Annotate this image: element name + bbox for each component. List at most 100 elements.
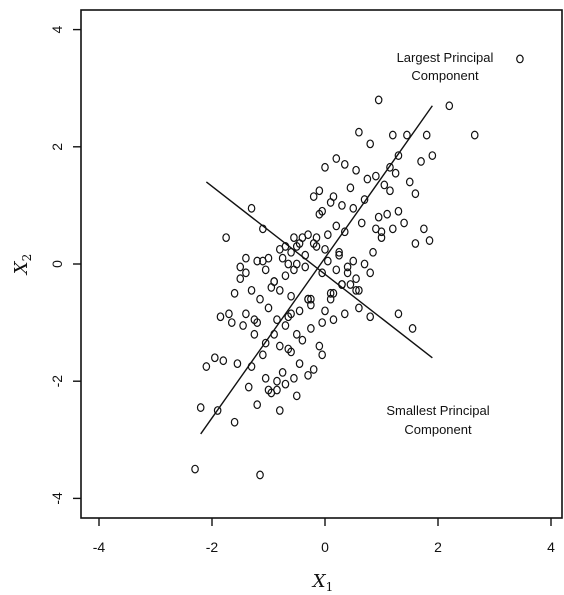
data-point (373, 172, 379, 180)
data-point (375, 213, 381, 221)
data-point (296, 307, 302, 315)
data-point (231, 418, 237, 426)
data-point (325, 231, 331, 239)
data-point (322, 164, 328, 172)
data-point (367, 140, 373, 148)
x-axis-label-subscript: 1 (326, 580, 334, 594)
data-point (265, 254, 271, 262)
data-point (302, 251, 308, 259)
data-point (316, 187, 322, 195)
data-point (243, 254, 249, 262)
data-point (429, 152, 435, 160)
y-tick-label: 4 (49, 25, 65, 33)
data-point (240, 322, 246, 330)
annotation-smallest-line-1: Smallest Principal (386, 403, 489, 418)
y-tick-label: 0 (49, 260, 65, 268)
annotation-smallest-component: Smallest Principal Component (386, 403, 489, 437)
data-point (426, 237, 432, 245)
data-point (347, 184, 353, 192)
data-point (353, 275, 359, 283)
data-point (384, 210, 390, 218)
y-axis-label-subscript: 2 (20, 254, 34, 262)
y-tick-label: -4 (49, 492, 65, 505)
data-point (198, 404, 204, 412)
x-axis-ticks: -4 -2 0 2 4 (93, 518, 555, 555)
data-point (412, 190, 418, 198)
data-point (381, 181, 387, 189)
data-point (339, 202, 345, 210)
data-point (271, 331, 277, 339)
data-point (243, 269, 249, 277)
data-point (229, 319, 235, 327)
data-point (254, 401, 260, 409)
data-point (401, 219, 407, 227)
data-point (390, 131, 396, 139)
y-axis-label-letter: X (11, 260, 32, 276)
x-tick-label: 2 (434, 539, 442, 555)
annotation-largest-line-1: Largest Principal (397, 50, 494, 65)
data-point (223, 234, 229, 242)
data-point (333, 155, 339, 163)
x-axis-label-letter: X (311, 571, 327, 592)
data-point (325, 257, 331, 265)
data-point (217, 313, 223, 321)
data-point (308, 325, 314, 333)
data-point (251, 331, 257, 339)
data-point (277, 342, 283, 350)
data-point (262, 339, 268, 347)
data-point (291, 234, 297, 242)
data-point (359, 219, 365, 227)
data-point (333, 266, 339, 274)
data-point (390, 225, 396, 233)
data-point (279, 369, 285, 377)
data-point (246, 383, 252, 391)
y-axis-label: X2 (11, 254, 34, 276)
data-point (262, 266, 268, 274)
data-point (305, 372, 311, 380)
data-point (316, 342, 322, 350)
data-point (274, 316, 280, 324)
data-point (472, 131, 478, 139)
data-point (373, 225, 379, 233)
data-point (327, 199, 333, 207)
data-point (257, 471, 263, 479)
data-point (361, 260, 367, 268)
data-point (299, 234, 305, 242)
x-axis-label: X1 (311, 571, 333, 594)
data-point (517, 55, 523, 63)
data-point (282, 272, 288, 280)
data-point (243, 310, 249, 318)
data-point (274, 377, 280, 385)
data-point (265, 304, 271, 312)
data-point (231, 290, 237, 298)
data-point (404, 131, 410, 139)
data-point (237, 275, 243, 283)
data-point (322, 246, 328, 254)
x-tick-label: -2 (206, 539, 219, 555)
data-point (294, 260, 300, 268)
data-point (342, 161, 348, 169)
data-point (353, 166, 359, 174)
data-point (277, 287, 283, 295)
data-point (234, 360, 240, 368)
data-point (226, 310, 232, 318)
data-point (237, 263, 243, 271)
data-point (279, 254, 285, 262)
data-point (446, 102, 452, 110)
data-point (311, 366, 317, 374)
annotation-smallest-line-2: Component (404, 422, 472, 437)
data-point (212, 354, 218, 362)
data-point (262, 374, 268, 382)
annotation-largest-component: Largest Principal Component (397, 50, 494, 83)
data-point (418, 158, 424, 166)
data-point (248, 363, 254, 371)
data-point (285, 260, 291, 268)
data-point (282, 380, 288, 388)
data-point (322, 307, 328, 315)
svg-text:X2: X2 (11, 254, 34, 276)
data-point (421, 225, 427, 233)
data-point (319, 319, 325, 327)
data-point (407, 178, 413, 186)
data-point (409, 325, 415, 333)
